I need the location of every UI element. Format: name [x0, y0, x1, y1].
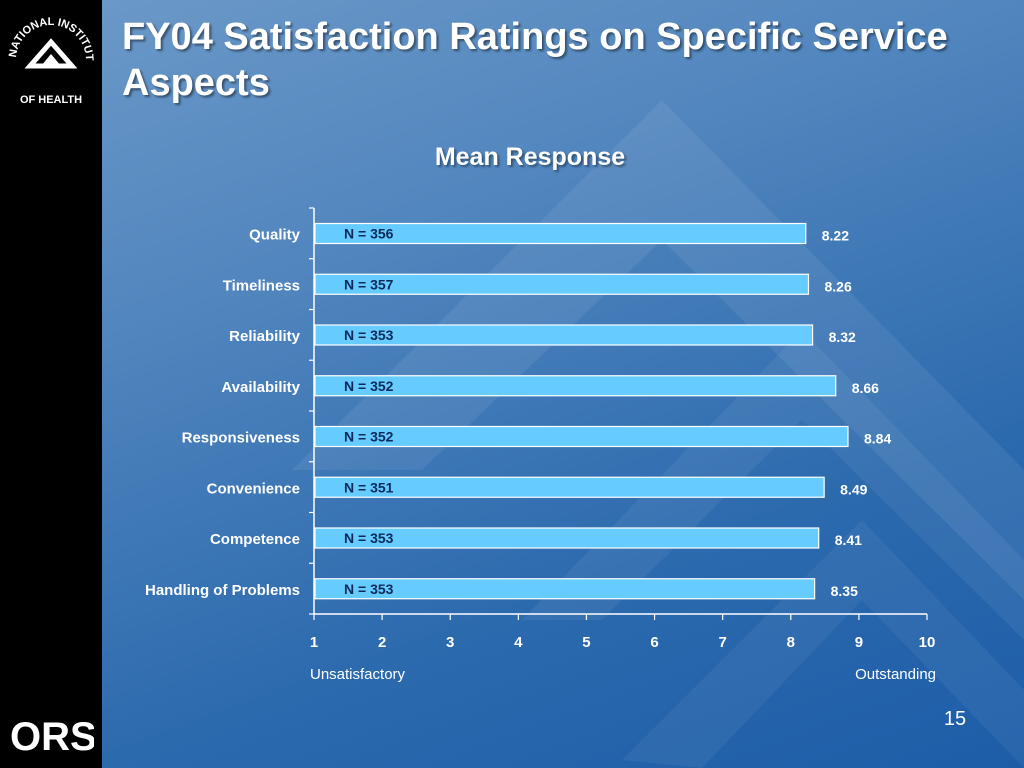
x-tick-label: 7	[718, 634, 726, 651]
n-label: N = 357	[344, 276, 394, 292]
background-triangles	[292, 100, 1024, 768]
nih-logo-icon: NATIONAL INSTITUTES OF HEALTH	[6, 8, 95, 106]
svg-text:OF HEALTH: OF HEALTH	[20, 94, 82, 106]
x-tick-label: 10	[919, 634, 936, 651]
bar	[314, 222, 807, 245]
category-label: Convenience	[207, 480, 300, 497]
category-label: Reliability	[229, 328, 301, 345]
bar	[314, 476, 825, 498]
n-label: N = 353	[344, 581, 394, 597]
value-label: 8.84	[864, 431, 891, 447]
value-label: 8.35	[831, 583, 858, 599]
category-label: Timeliness	[223, 277, 300, 294]
x-tick-label: 8	[787, 634, 795, 651]
n-label: N = 353	[344, 327, 394, 343]
value-label: 8.49	[840, 481, 867, 497]
n-label: N = 352	[344, 429, 394, 445]
n-label: N = 351	[344, 479, 394, 495]
value-label: 8.66	[852, 380, 879, 396]
bar	[314, 578, 816, 600]
page-number: 15	[943, 708, 967, 730]
n-label: N = 356	[344, 226, 394, 242]
slide-title: FY04 Satisfaction Ratings on Specific Se…	[122, 16, 948, 104]
category-label: Handling of Problems	[145, 582, 300, 599]
x-tick-label: 5	[582, 634, 590, 651]
n-label: N = 353	[344, 530, 394, 546]
ors-logo-icon: ORS	[10, 715, 94, 756]
n-label: N = 352	[344, 378, 394, 394]
x-tick-label: 2	[378, 634, 386, 651]
x-tick-label: 9	[855, 634, 863, 651]
x-tick-label: 1	[310, 634, 318, 651]
chart-title: Mean Response	[434, 143, 626, 171]
x-axis-label-left: Unsatisfactory	[310, 666, 406, 683]
category-label: Availability	[221, 379, 300, 396]
category-label: Responsiveness	[182, 430, 300, 447]
x-tick-label: 4	[514, 634, 523, 651]
value-label: 8.26	[824, 278, 851, 294]
value-label: 8.32	[829, 329, 856, 345]
bar	[314, 273, 810, 295]
value-label: 8.41	[835, 532, 862, 548]
bar	[314, 324, 814, 346]
value-label: 8.22	[822, 228, 849, 244]
category-label: Competence	[210, 531, 300, 548]
category-label: Quality	[249, 227, 301, 244]
bar	[314, 527, 820, 549]
bar	[314, 375, 837, 397]
bar	[314, 425, 849, 448]
x-axis-label-right: Outstanding	[855, 666, 936, 683]
svg-text:ORS: ORS	[10, 715, 94, 756]
x-tick-label: 6	[650, 634, 658, 651]
x-tick-label: 3	[446, 634, 454, 651]
sidebar: NATIONAL INSTITUTES OF HEALTH ORS	[0, 0, 102, 768]
